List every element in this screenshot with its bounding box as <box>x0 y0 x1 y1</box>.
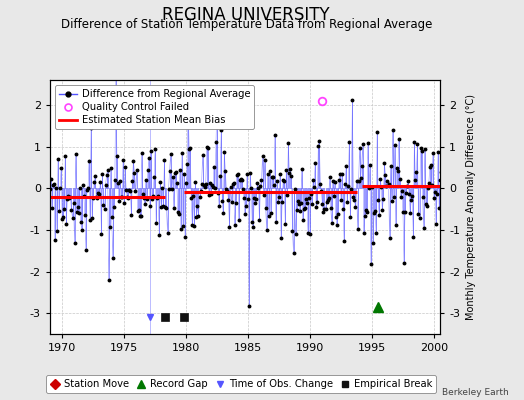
Y-axis label: Monthly Temperature Anomaly Difference (°C): Monthly Temperature Anomaly Difference (… <box>466 94 476 320</box>
Text: REGINA UNIVERSITY: REGINA UNIVERSITY <box>162 6 330 24</box>
Text: Berkeley Earth: Berkeley Earth <box>442 388 508 397</box>
Legend: Station Move, Record Gap, Time of Obs. Change, Empirical Break: Station Move, Record Gap, Time of Obs. C… <box>46 375 436 393</box>
Legend: Difference from Regional Average, Quality Control Failed, Estimated Station Mean: Difference from Regional Average, Qualit… <box>55 85 255 129</box>
Text: Difference of Station Temperature Data from Regional Average: Difference of Station Temperature Data f… <box>61 18 432 31</box>
